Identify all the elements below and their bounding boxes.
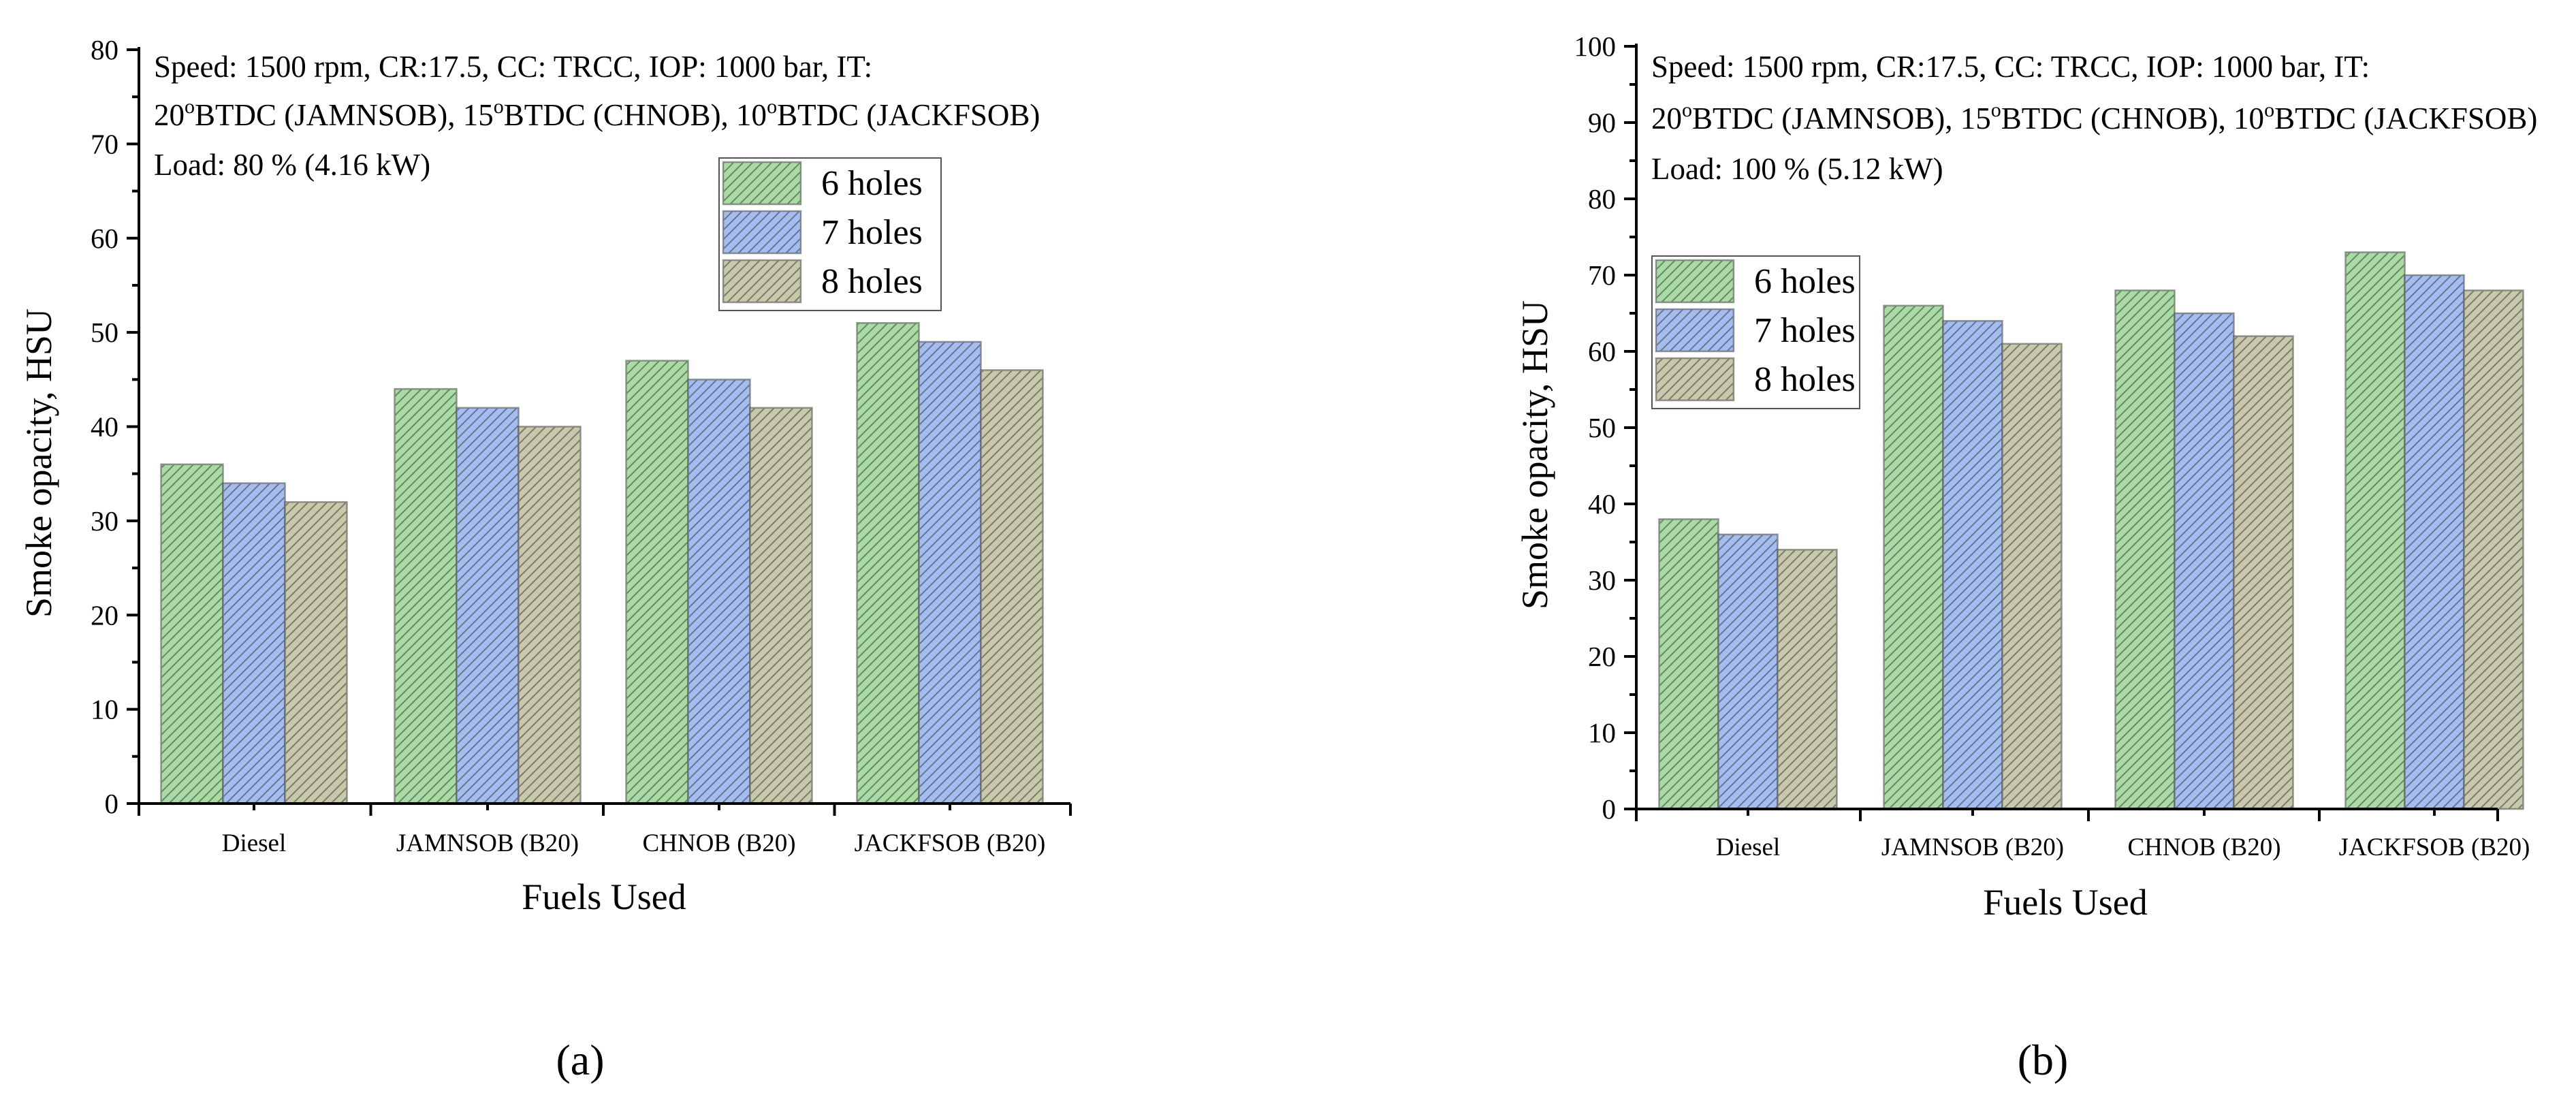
chart-a-annotation-line2: 20oBTDC (JAMNSOB), 15oBTDC (CHNOB), 10oB… bbox=[154, 95, 1040, 132]
chart-a-bar-6holes-3 bbox=[856, 322, 920, 805]
chart-a-bar-8holes-2 bbox=[749, 407, 813, 805]
chart-b-y-axis-title: Smoke opacity, HSU bbox=[1514, 300, 1555, 609]
chart-b-legend-swatch-8holes bbox=[1655, 357, 1735, 402]
chart-a-y-tick-label-60: 60 bbox=[91, 223, 118, 254]
chart-b-y-tick-label-30: 30 bbox=[1588, 565, 1616, 596]
chart-b-y-tick-label-80: 80 bbox=[1588, 183, 1616, 215]
chart-b-legend: 6 holes 7 holes 8 holes bbox=[1651, 255, 1860, 409]
chart-a-bar-8holes-1 bbox=[518, 426, 582, 805]
chart-a-x-axis-title: Fuels Used bbox=[522, 876, 686, 917]
chart-b-bar-6holes-1 bbox=[1883, 304, 1944, 810]
chart-a-y-tick-label-80: 80 bbox=[91, 34, 118, 65]
chart-b-legend-label-6holes: 6 holes bbox=[1754, 262, 1856, 301]
chart-a-y-axis-title: Smoke opacity, HSU bbox=[18, 308, 59, 618]
chart-b-annotation-line3: Load: 100 % (5.12 kW) bbox=[1651, 152, 1943, 186]
chart-b-y-tick-label-100: 100 bbox=[1574, 31, 1617, 62]
chart-a-legend-label-8holes: 8 holes bbox=[821, 262, 923, 301]
chart-a-bar-7holes-3 bbox=[918, 340, 982, 805]
chart-b-annotation-line1: Speed: 1500 rpm, CR:17.5, CC: TRCC, IOP:… bbox=[1651, 50, 2370, 84]
chart-b: Speed: 1500 rpm, CR:17.5, CC: TRCC, IOP:… bbox=[1514, 31, 2537, 1084]
chart-b-x-tick-label-3: JACKFSOB (B20) bbox=[2339, 833, 2530, 861]
chart-b-bar-7holes-1 bbox=[1942, 319, 2003, 810]
chart-b-y-tick-label-10: 10 bbox=[1588, 717, 1616, 748]
chart-a-y-tick-label-10: 10 bbox=[91, 694, 118, 725]
chart-b-bar-6holes-3 bbox=[2344, 251, 2406, 810]
chart-b-bar-8holes-3 bbox=[2463, 289, 2524, 810]
chart-a-legend: 6 holes 7 holes 8 holes bbox=[718, 157, 942, 311]
chart-a-x-tick-label-2: CHNOB (B20) bbox=[642, 829, 795, 857]
chart-b-legend-swatch-6holes bbox=[1655, 259, 1735, 304]
chart-a-annotation-line1: Speed: 1500 rpm, CR:17.5, CC: TRCC, IOP:… bbox=[154, 50, 872, 84]
chart-a-bar-6holes-1 bbox=[394, 387, 458, 805]
chart-b-y-tick-label-90: 90 bbox=[1588, 107, 1616, 138]
chart-b-bar-8holes-0 bbox=[1777, 548, 1838, 810]
chart-a-bar-6holes-0 bbox=[160, 463, 224, 805]
chart-a-y-tick-label-20: 20 bbox=[91, 599, 118, 631]
chart-b-bar-6holes-0 bbox=[1658, 518, 1719, 810]
chart-b-legend-label-8holes: 8 holes bbox=[1754, 360, 1856, 399]
chart-b-annotation-line2: 20oBTDC (JAMNSOB), 15oBTDC (CHNOB), 10oB… bbox=[1651, 99, 2537, 136]
chart-b-legend-label-7holes: 7 holes bbox=[1754, 311, 1856, 350]
chart-b-x-axis-title: Fuels Used bbox=[1983, 882, 2148, 923]
chart-b-y-tick-label-0: 0 bbox=[1602, 793, 1617, 825]
chart-a-bar-6holes-2 bbox=[625, 360, 689, 805]
chart-b-bar-7holes-2 bbox=[2174, 312, 2235, 810]
chart-a-legend-swatch-8holes bbox=[722, 259, 802, 304]
chart-b-bar-6holes-2 bbox=[2114, 289, 2176, 810]
chart-a-x-tick-label-1: JAMNSOB (B20) bbox=[396, 829, 579, 857]
chart-b-y-tick-label-20: 20 bbox=[1588, 641, 1616, 672]
chart-a-y-tick-label-70: 70 bbox=[91, 128, 118, 159]
chart-a-y-tick-label-40: 40 bbox=[91, 411, 118, 443]
chart-a-bar-8holes-3 bbox=[980, 369, 1044, 805]
chart-a-bar-7holes-1 bbox=[456, 407, 520, 805]
chart-a-y-tick-label-30: 30 bbox=[91, 505, 118, 537]
chart-a-y-tick-label-0: 0 bbox=[105, 788, 119, 819]
chart-b-x-tick-label-0: Diesel bbox=[1716, 833, 1781, 861]
chart-b-y-tick-label-50: 50 bbox=[1588, 412, 1616, 443]
chart-a-bar-7holes-0 bbox=[222, 482, 286, 805]
chart-b-y-tick-label-60: 60 bbox=[1588, 336, 1616, 367]
chart-a-x-tick-label-3: JACKFSOB (B20) bbox=[855, 829, 1046, 857]
chart-b-bar-7holes-3 bbox=[2404, 274, 2465, 810]
chart-a: Speed: 1500 rpm, CR:17.5, CC: TRCC, IOP:… bbox=[18, 34, 1072, 1084]
chart-a-legend-label-7holes: 7 holes bbox=[821, 213, 923, 252]
chart-b-legend-swatch-7holes bbox=[1655, 308, 1735, 353]
chart-b-bar-7holes-0 bbox=[1717, 533, 1779, 810]
chart-a-annotation-line3: Load: 80 % (4.16 kW) bbox=[154, 148, 430, 182]
chart-b-y-tick-label-40: 40 bbox=[1588, 488, 1616, 520]
chart-b-y-tick-label-70: 70 bbox=[1588, 259, 1616, 291]
chart-a-y-tick-label-50: 50 bbox=[91, 317, 118, 348]
chart-b-x-tick-label-1: JAMNSOB (B20) bbox=[1881, 833, 2064, 861]
chart-b-bar-8holes-1 bbox=[2001, 343, 2063, 810]
chart-b-bar-8holes-2 bbox=[2233, 335, 2294, 810]
chart-a-bar-8holes-0 bbox=[284, 501, 348, 805]
chart-a-legend-label-6holes: 6 holes bbox=[821, 164, 923, 203]
chart-a-x-tick-label-0: Diesel bbox=[222, 829, 287, 857]
chart-b-panel-label: (b) bbox=[2018, 1036, 2069, 1084]
chart-b-x-tick-label-2: CHNOB (B20) bbox=[2127, 833, 2280, 861]
chart-a-panel-label: (a) bbox=[556, 1036, 604, 1084]
chart-a-bar-7holes-2 bbox=[687, 379, 751, 805]
chart-a-legend-swatch-6holes bbox=[722, 161, 802, 206]
chart-a-legend-swatch-7holes bbox=[722, 210, 802, 255]
